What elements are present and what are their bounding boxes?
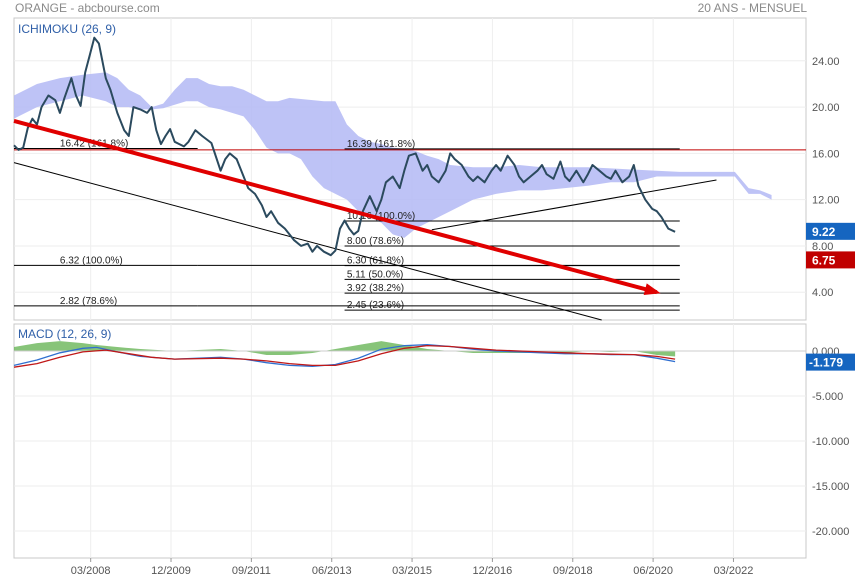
price-y-tick-label: 16.00 [812,148,840,160]
last-price-badge-label: 9.22 [812,225,836,239]
price-y-tick-label: 20.00 [812,102,840,114]
x-tick-label: 03/2008 [71,565,111,577]
x-tick-label: 06/2013 [312,565,352,577]
chart-source-title: ORANGE - abcbourse.com [15,1,160,15]
price-y-tick-label: 12.00 [812,195,840,207]
x-tick-label: 12/2016 [473,565,513,577]
trendline-thin [13,162,602,321]
x-tick-label: 12/2009 [151,565,191,577]
macd-y-tick-label: -15.000 [812,481,849,493]
ichimoku-indicator-label: ICHIMOKU (26, 9) [18,22,116,36]
macd-y-tick-label: -20.000 [812,526,849,538]
fibonacci-level-label: 8.00 (78.6%) [347,236,404,247]
macd-last-value-badge-label: -1.179 [809,356,843,370]
price-y-tick-label: 4.00 [812,287,833,299]
signal-line [13,344,676,368]
trendline-thin [431,179,717,231]
macd-indicator-label: MACD (12, 26, 9) [18,327,111,341]
red-trendline-arrowhead [643,283,661,295]
price-y-tick-label: 24.00 [812,56,840,68]
fibonacci-level-label: 3.92 (38.2%) [347,283,404,294]
last-price-badge [806,222,855,240]
macd-histogram [14,341,676,357]
price-y-tick-label: 8.00 [812,241,833,253]
x-tick-label: 09/2018 [553,565,593,577]
fibonacci-level-label: 2.82 (78.6%) [60,296,117,307]
x-tick-label: 03/2015 [392,565,432,577]
fibonacci-level-label: 6.30 (61.8%) [347,256,404,267]
price-line [13,36,676,257]
x-tick-label: 06/2020 [633,565,673,577]
fibonacci-level-label: 10.16 (100.0%) [347,211,415,222]
x-tick-label: 09/2011 [232,565,271,577]
fibonacci-level-label: 5.11 (50.0%) [347,269,404,280]
macd-last-value-badge [806,353,855,371]
red-line-badge-label: 6.75 [812,253,836,267]
red-line-badge [806,251,855,269]
x-tick-label: 03/2022 [714,565,754,577]
ichimoku-cloud [14,72,772,238]
fibonacci-level-label: 6.32 (100.0%) [60,255,123,266]
macd-y-tick-label: -5.000 [812,391,843,403]
macd-y-tick-label: -10.000 [812,436,849,448]
fibonacci-level-label: 16.39 (161.8%) [347,139,415,150]
chart-period-label: 20 ANS - MENSUEL [697,1,807,15]
red-trendline [13,119,658,295]
